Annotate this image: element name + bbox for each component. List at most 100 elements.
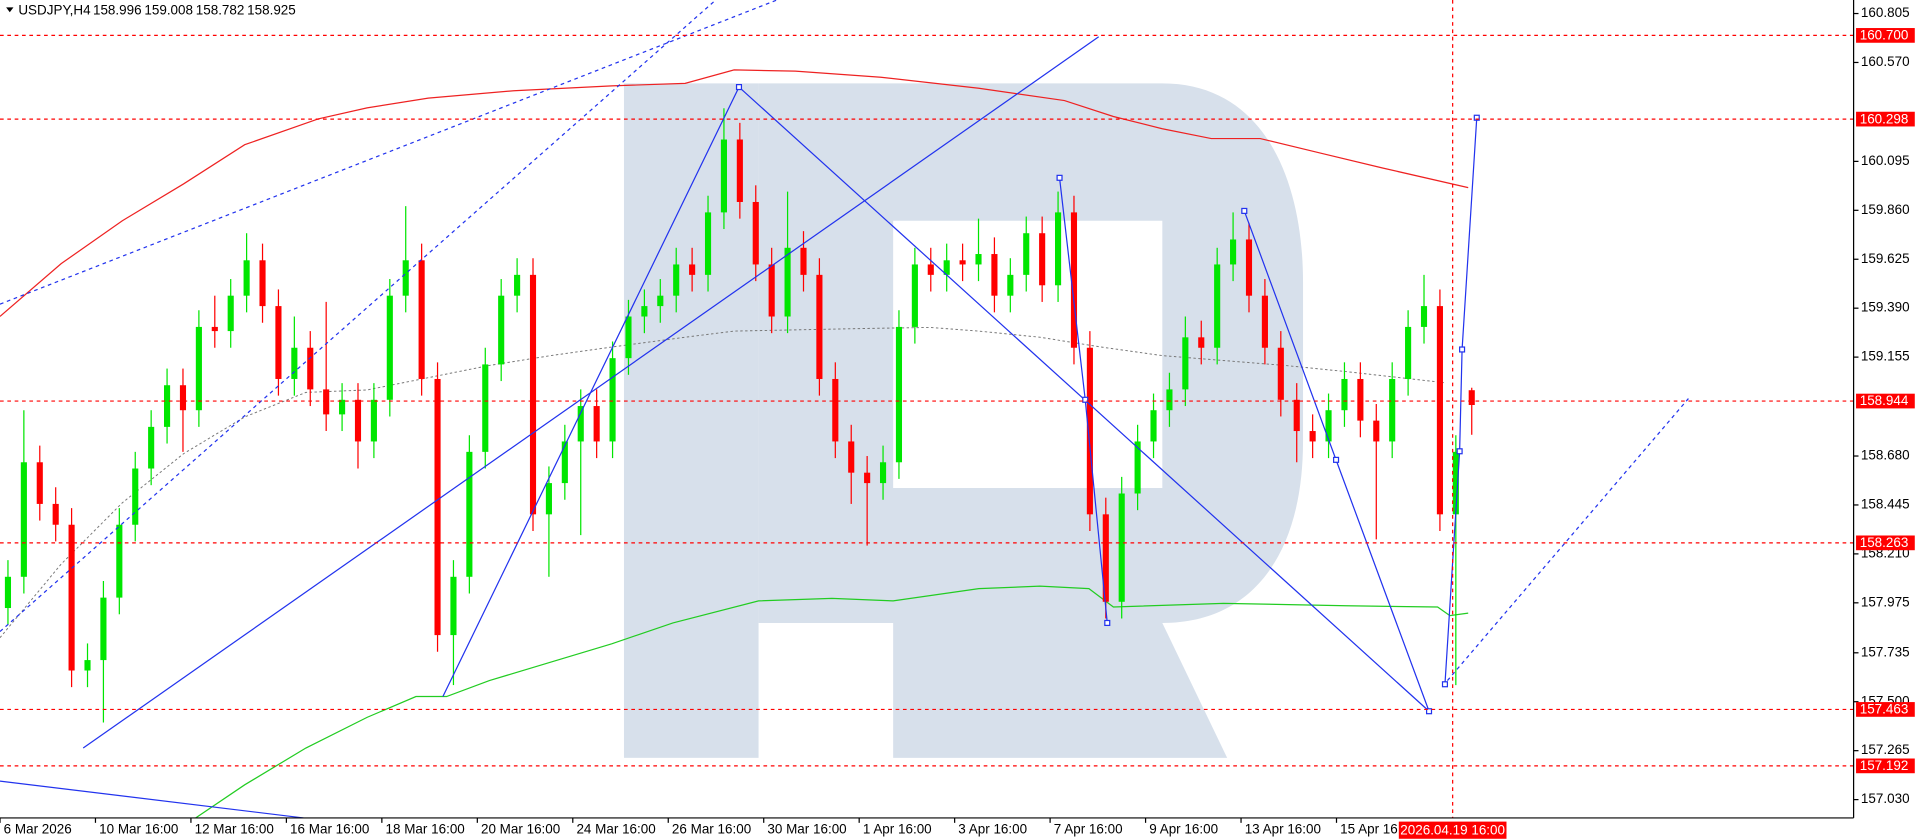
ohlc-open: 158.996 xyxy=(93,3,142,18)
candle-body xyxy=(1309,431,1316,442)
anchor xyxy=(1441,681,1449,688)
ohlc-low: 158.782 xyxy=(196,3,245,18)
y-tick-label: 157.975 xyxy=(1861,594,1910,609)
candle-body xyxy=(832,378,839,442)
candle-body xyxy=(307,347,314,390)
trend-line xyxy=(0,780,304,819)
y-tick-label: 159.625 xyxy=(1861,251,1910,266)
anchor xyxy=(1425,708,1433,715)
x-tick-label: 30 Mar 16:00 xyxy=(767,822,846,837)
candle-body xyxy=(1023,233,1030,275)
candle-body xyxy=(179,385,187,411)
candle-body xyxy=(1102,514,1109,602)
candle-body xyxy=(259,260,266,307)
candle-body xyxy=(52,503,59,525)
ma-red xyxy=(0,69,1469,317)
anchor xyxy=(1104,619,1111,627)
level-label-box xyxy=(1856,111,1915,127)
candle-body xyxy=(736,139,743,202)
candle-body xyxy=(1166,389,1173,411)
candle-body xyxy=(1214,264,1221,348)
candle-body xyxy=(545,483,552,515)
candle-body xyxy=(1198,337,1205,348)
candle-body xyxy=(1373,420,1380,442)
candle-body xyxy=(959,260,966,265)
candle-body xyxy=(768,264,775,317)
candle-body xyxy=(1039,233,1046,286)
ohlc-close: 158.925 xyxy=(247,3,296,18)
candle-body xyxy=(386,295,393,400)
level-label: 157.192 xyxy=(1860,758,1909,773)
candle-body xyxy=(402,260,409,296)
candle-body xyxy=(752,201,759,265)
x-tick-label: 24 Mar 16:00 xyxy=(576,822,655,837)
candle-body xyxy=(498,295,505,365)
x-tick-label: 1 Apr 16:00 xyxy=(863,822,932,837)
candle-body xyxy=(657,295,664,307)
y-tick-label: 159.860 xyxy=(1861,202,1910,217)
vline-label-box xyxy=(1398,821,1507,839)
candle-body xyxy=(20,462,27,577)
anchor-points xyxy=(735,84,1480,715)
candle-body xyxy=(561,441,568,484)
y-tick-label: 157.030 xyxy=(1861,791,1910,806)
candle-body xyxy=(418,260,425,379)
candle-body xyxy=(1070,212,1078,348)
candle-body xyxy=(482,364,489,452)
x-tick-label: 12 Mar 16:00 xyxy=(195,822,274,837)
candle-body xyxy=(514,274,521,296)
levels xyxy=(0,0,1854,818)
level-label: 157.463 xyxy=(1860,702,1909,717)
candle-body xyxy=(911,264,918,327)
level-label-box xyxy=(1856,393,1915,409)
channel-line xyxy=(0,0,717,632)
candle-body xyxy=(529,274,537,515)
candle-body xyxy=(1436,306,1443,515)
candle-body xyxy=(1405,326,1412,379)
candle-body xyxy=(720,139,727,213)
candle-body xyxy=(1150,410,1157,442)
candle-body xyxy=(1182,337,1189,390)
candle-body xyxy=(1055,212,1062,286)
candle-body xyxy=(1325,410,1332,442)
candle-body xyxy=(1277,347,1284,400)
candle-body xyxy=(466,451,473,577)
candle-body xyxy=(4,576,12,609)
x-tick-label: 18 Mar 16:00 xyxy=(386,822,465,837)
candle-body xyxy=(1118,493,1125,602)
x-tick-label: 3 Apr 16:00 xyxy=(958,822,1027,837)
x-tick-label: 6 Mar 2026 xyxy=(4,822,72,837)
candle-body xyxy=(593,406,600,442)
y-tick-label: 160.805 xyxy=(1861,5,1910,20)
candle-body xyxy=(577,406,584,442)
candle-body xyxy=(1420,306,1428,327)
candle-body xyxy=(864,472,871,484)
candle-body xyxy=(1230,239,1237,265)
candle-body xyxy=(36,462,43,504)
y-tick-label: 159.390 xyxy=(1861,300,1910,315)
y-tick-label: 157.265 xyxy=(1861,742,1910,757)
candle-body xyxy=(991,254,998,296)
candle-body xyxy=(704,212,712,275)
candle-body xyxy=(800,247,807,275)
level-label-box xyxy=(1856,702,1915,717)
ohlc-high: 159.008 xyxy=(144,3,193,18)
candle-body xyxy=(164,385,171,427)
candle-body xyxy=(132,468,139,525)
candle-body xyxy=(1357,378,1364,421)
forecast-dashed xyxy=(1446,398,1689,681)
level-label: 158.263 xyxy=(1860,535,1909,550)
y-tick-label: 159.155 xyxy=(1861,349,1910,364)
symbol: USDJPY,H4 xyxy=(18,3,91,18)
x-tick-label: 15 Apr 16:00 xyxy=(1340,822,1416,837)
x-tick-label: 13 Apr 16:00 xyxy=(1245,822,1321,837)
candle-body xyxy=(609,358,616,442)
x-tick-label: 9 Apr 16:00 xyxy=(1149,822,1218,837)
candle-body xyxy=(227,295,234,332)
candle-body xyxy=(927,264,934,275)
x-tick-label: 26 Mar 16:00 xyxy=(672,822,751,837)
candle-body xyxy=(148,426,155,469)
level-label: 158.944 xyxy=(1860,393,1909,408)
candle-body xyxy=(1341,378,1348,411)
